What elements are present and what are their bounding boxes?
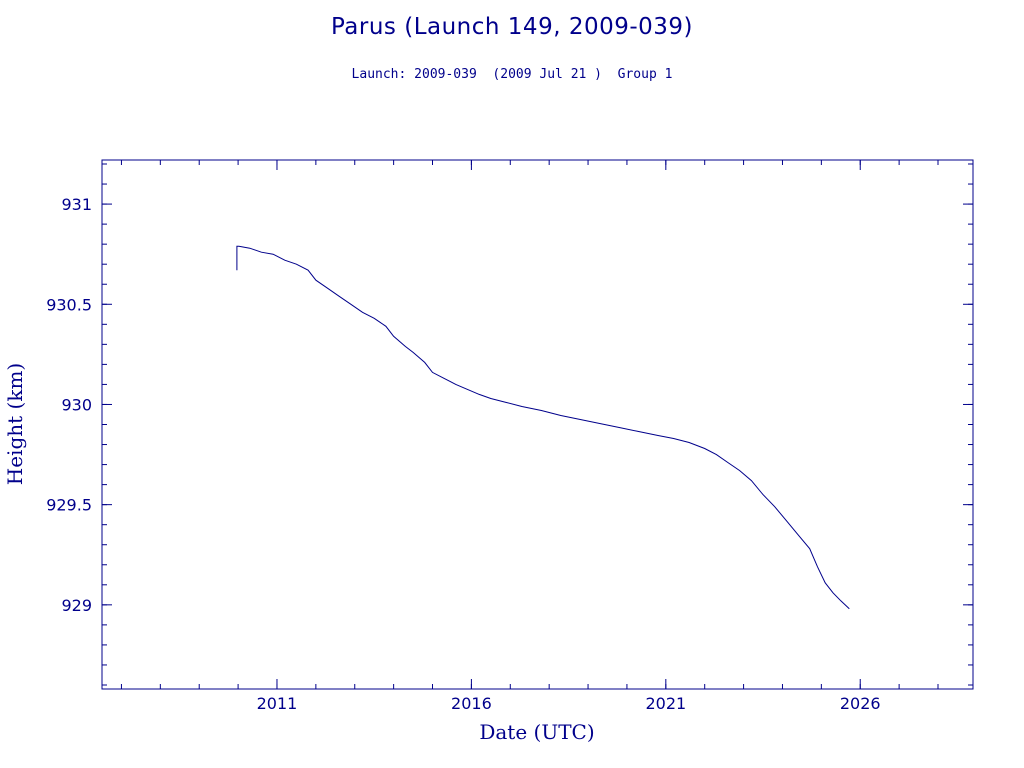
y-tick-label: 929.5 xyxy=(46,496,92,515)
y-tick-label: 929 xyxy=(61,596,92,615)
y-tick-label: 931 xyxy=(61,195,92,214)
x-tick-label: 2026 xyxy=(840,694,881,713)
chart-title: Parus (Launch 149, 2009-039) xyxy=(330,14,694,40)
x-tick-label: 2011 xyxy=(257,694,298,713)
y-tick-label: 930 xyxy=(61,395,92,414)
axis-tick-labels: 929 929.5 930 930.5 931 2011 2016 2021 2026 xyxy=(46,195,880,713)
axis-ticks xyxy=(102,160,973,689)
x-tick-label: 2021 xyxy=(645,694,686,713)
y-tick-label: 930.5 xyxy=(46,295,92,314)
y-axis-title: Height (km) xyxy=(3,363,27,485)
x-axis-title: Date (UTC) xyxy=(479,720,594,744)
chart-subtitle: Launch: 2009-039 (2009 Jul 21 ) Group 1 xyxy=(351,67,673,82)
plot-frame xyxy=(101,159,974,690)
series-line xyxy=(236,245,850,610)
x-tick-label: 2016 xyxy=(451,694,492,713)
